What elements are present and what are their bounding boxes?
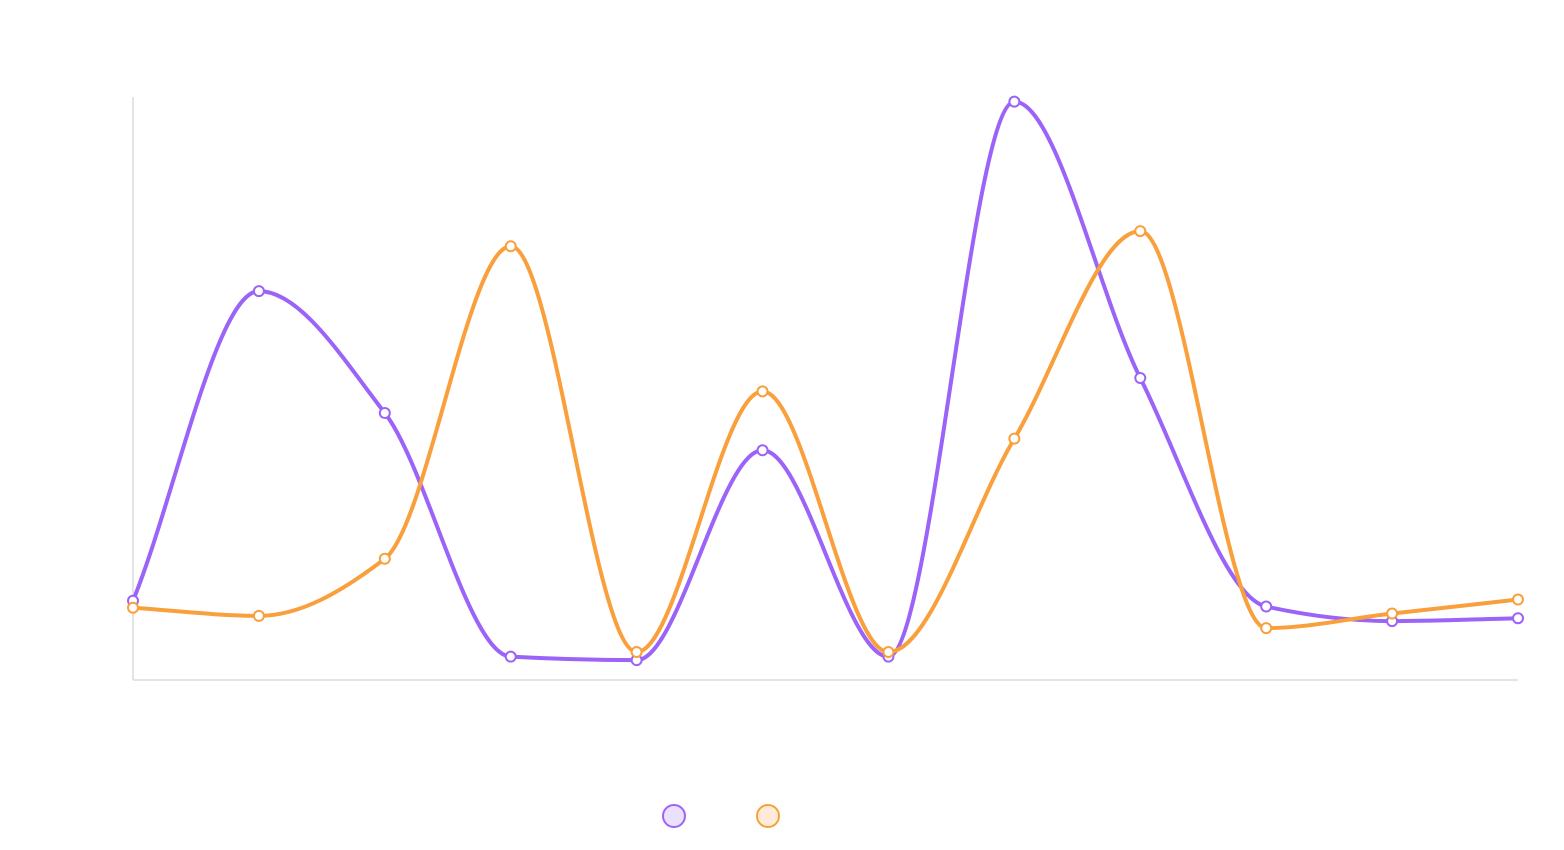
- series-1: [127, 95, 1524, 667]
- series-2-point-1[interactable]: [252, 609, 265, 622]
- series-2-point-2[interactable]: [378, 552, 391, 565]
- series-1-point-5[interactable]: [756, 444, 769, 457]
- series-2-point-7[interactable]: [1008, 432, 1021, 445]
- series-2: [127, 225, 1524, 659]
- series-1-point-11[interactable]: [1512, 612, 1524, 625]
- series-1-point-1[interactable]: [252, 285, 265, 298]
- series-1-point-3[interactable]: [504, 650, 517, 663]
- series-2-point-0[interactable]: [127, 601, 139, 614]
- series-1-line: [131, 99, 1519, 663]
- series-1-point-8[interactable]: [1134, 372, 1147, 385]
- series-1-point-2[interactable]: [378, 406, 391, 419]
- series-2-point-9[interactable]: [1260, 622, 1273, 635]
- series-2-point-8[interactable]: [1134, 225, 1147, 238]
- series-layer: [127, 95, 1524, 667]
- series-2-point-6[interactable]: [882, 646, 895, 659]
- legend-marker-series-1[interactable]: [662, 804, 686, 828]
- series-1-point-9[interactable]: [1260, 600, 1273, 613]
- legend-marker-series-2[interactable]: [756, 804, 780, 828]
- series-2-point-10[interactable]: [1386, 607, 1399, 620]
- series-2-point-5[interactable]: [756, 385, 769, 398]
- series-2-point-4[interactable]: [630, 646, 643, 659]
- series-2-point-3[interactable]: [504, 240, 517, 253]
- series-1-point-7[interactable]: [1008, 95, 1021, 108]
- series-2-point-11[interactable]: [1512, 593, 1524, 606]
- series-2-line: [132, 229, 1519, 655]
- legend: [662, 804, 780, 828]
